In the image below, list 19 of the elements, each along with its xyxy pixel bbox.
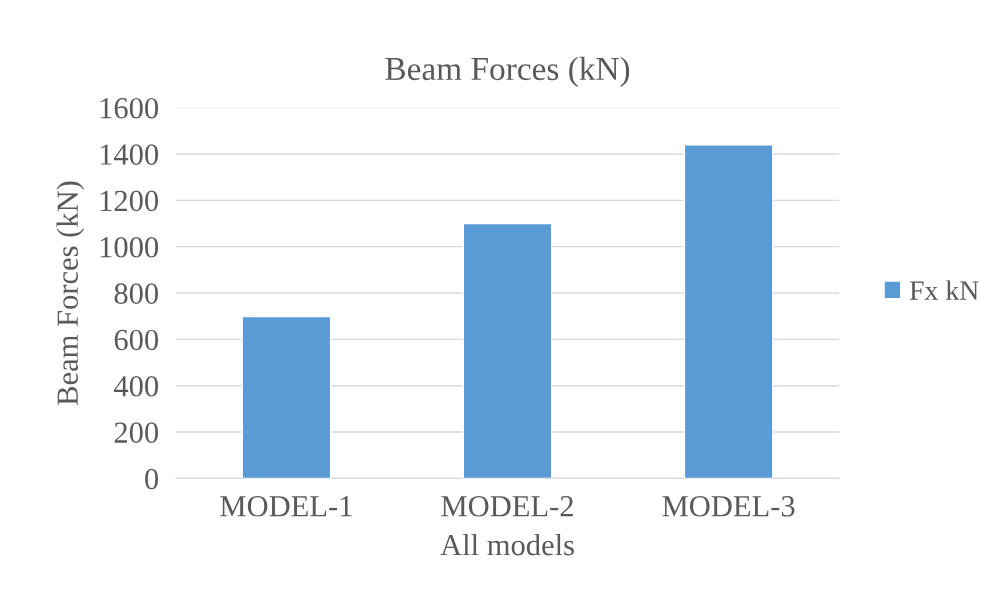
y-tick-label: 800 [114, 283, 159, 304]
bar [241, 315, 332, 479]
y-tick-label: 200 [114, 422, 159, 443]
x-tick-label: MODEL-2 [441, 496, 573, 517]
y-tick-label: 1000 [100, 236, 159, 258]
chart-title: Beam Forces (kN) [385, 56, 630, 87]
y-tick-label: 1400 [100, 144, 159, 165]
bar [462, 222, 553, 479]
y-axis-title: Beam Forces (kN) [56, 181, 85, 405]
y-tick-label: 400 [113, 375, 159, 397]
bar [683, 144, 774, 479]
y-tick-label: 0 [145, 468, 159, 490]
y-tick-label: 1600 [100, 97, 159, 119]
x-tick-label: MODEL-1 [220, 496, 352, 517]
x-tick-label: MODEL-3 [662, 496, 795, 517]
y-tick-label: 600 [114, 329, 159, 351]
y-tick-label: 1200 [100, 190, 159, 212]
x-axis-title: All models [440, 533, 574, 556]
legend-label: Fx kN [909, 280, 979, 300]
